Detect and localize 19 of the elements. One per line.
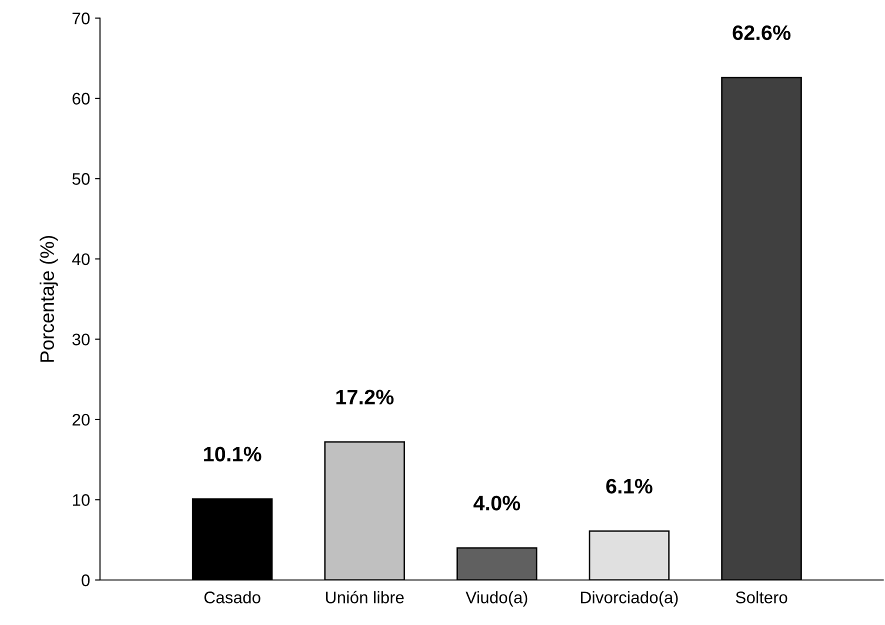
y-tick-label: 30 [72, 334, 90, 346]
y-tick-label: 40 [72, 253, 90, 266]
data-label: 62.6% [732, 25, 790, 40]
data-label: 10.1% [204, 446, 262, 462]
data-label: 4.0% [473, 496, 520, 510]
x-tick-label: Divorciado(a) [581, 591, 678, 607]
y-tick-label: 60 [72, 92, 90, 105]
y-tick-label: 0 [82, 574, 90, 586]
x-tick-label: Unión libre [326, 590, 404, 604]
y-axis-title: Porcentaje (%) [40, 236, 58, 362]
data-label: 6.1% [606, 478, 652, 494]
data-label: 17.2% [336, 390, 394, 404]
x-tick-label: Viudo(a) [466, 591, 528, 607]
y-tick-label: 50 [72, 173, 90, 185]
y-tick-label: 70 [72, 12, 90, 24]
x-tick-label: Casado [204, 591, 260, 604]
y-tick-label: 20 [72, 414, 90, 426]
x-tick-label: Soltero [736, 591, 788, 604]
y-tick-label: 10 [73, 494, 90, 506]
